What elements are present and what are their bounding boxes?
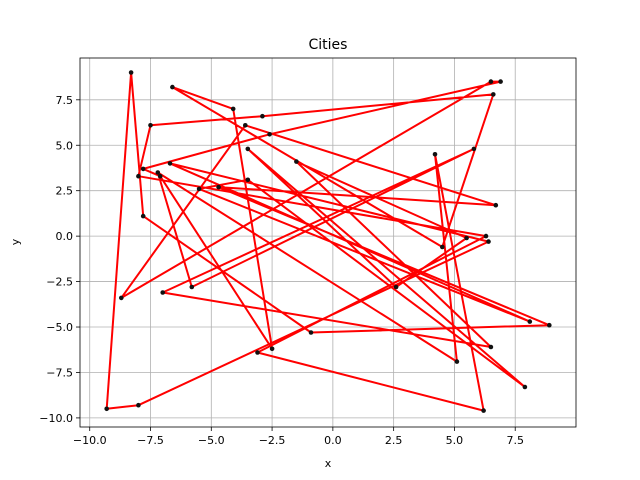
- city-point: [527, 319, 533, 324]
- city-point: [140, 166, 146, 172]
- city-point: [104, 406, 109, 412]
- city-point: [245, 177, 251, 183]
- city-point: [243, 123, 248, 128]
- city-point: [491, 92, 496, 97]
- city-point: [260, 113, 265, 119]
- city-point: [255, 350, 260, 355]
- city-point: [119, 295, 124, 301]
- city-point: [522, 384, 528, 390]
- city-point: [170, 84, 175, 90]
- city-point: [547, 322, 552, 328]
- city-point: [432, 152, 438, 157]
- x-tick-label: −10.0: [73, 434, 107, 447]
- city-point: [160, 290, 165, 295]
- city-point: [155, 170, 161, 175]
- x-tick-label: 5.0: [446, 434, 464, 447]
- city-point: [269, 346, 275, 352]
- y-tick-label: 5.0: [56, 139, 74, 152]
- x-axis-label: x: [325, 457, 332, 470]
- y-tick-label: 0.0: [56, 230, 74, 243]
- city-point: [189, 284, 195, 290]
- city-point: [196, 186, 202, 192]
- x-tick-label: −2.5: [259, 434, 286, 447]
- city-point: [128, 70, 134, 75]
- route-layer: [105, 71, 551, 412]
- city-point: [245, 146, 251, 152]
- city-markers: [104, 70, 552, 413]
- city-point: [230, 106, 236, 112]
- city-point: [498, 79, 503, 84]
- city-point: [454, 359, 460, 364]
- x-tick-label: 7.5: [506, 434, 524, 447]
- city-point: [393, 284, 399, 290]
- city-point: [488, 79, 494, 84]
- city-point: [157, 173, 163, 179]
- y-tick-label: 2.5: [56, 185, 74, 198]
- city-point: [267, 132, 272, 137]
- city-point: [493, 202, 499, 208]
- city-point: [488, 344, 494, 350]
- axis-ticks: −10.0 −7.5 −5.0 −2.5 0.0 2.5 5.0 7.5 −10.0 −7.5 −5…: [39, 94, 524, 447]
- city-point: [136, 402, 141, 408]
- city-point: [136, 173, 141, 179]
- city-point: [167, 161, 173, 166]
- y-tick-label: 7.5: [56, 94, 74, 107]
- route-line: [105, 71, 551, 412]
- y-tick-label: −7.5: [46, 366, 73, 379]
- city-point: [440, 244, 445, 250]
- city-point: [464, 235, 469, 241]
- y-tick-label: −10.0: [39, 412, 73, 425]
- city-point: [483, 233, 489, 239]
- city-point: [471, 146, 477, 152]
- x-tick-label: 0.0: [324, 434, 342, 447]
- y-tick-label: −5.0: [46, 321, 73, 334]
- chart-title: Cities: [309, 37, 348, 53]
- plot-frame: [79, 57, 577, 428]
- city-point: [148, 123, 153, 128]
- city-point: [308, 330, 314, 335]
- city-point: [216, 184, 221, 190]
- x-tick-label: 2.5: [385, 434, 403, 447]
- y-axis-label: y: [9, 238, 22, 245]
- city-point: [486, 239, 491, 244]
- x-tick-label: −5.0: [198, 434, 225, 447]
- x-tick-label: −7.5: [137, 434, 164, 447]
- city-point: [481, 408, 486, 413]
- y-tick-label: −2.5: [46, 276, 73, 289]
- city-point: [140, 213, 146, 219]
- city-point: [294, 159, 299, 164]
